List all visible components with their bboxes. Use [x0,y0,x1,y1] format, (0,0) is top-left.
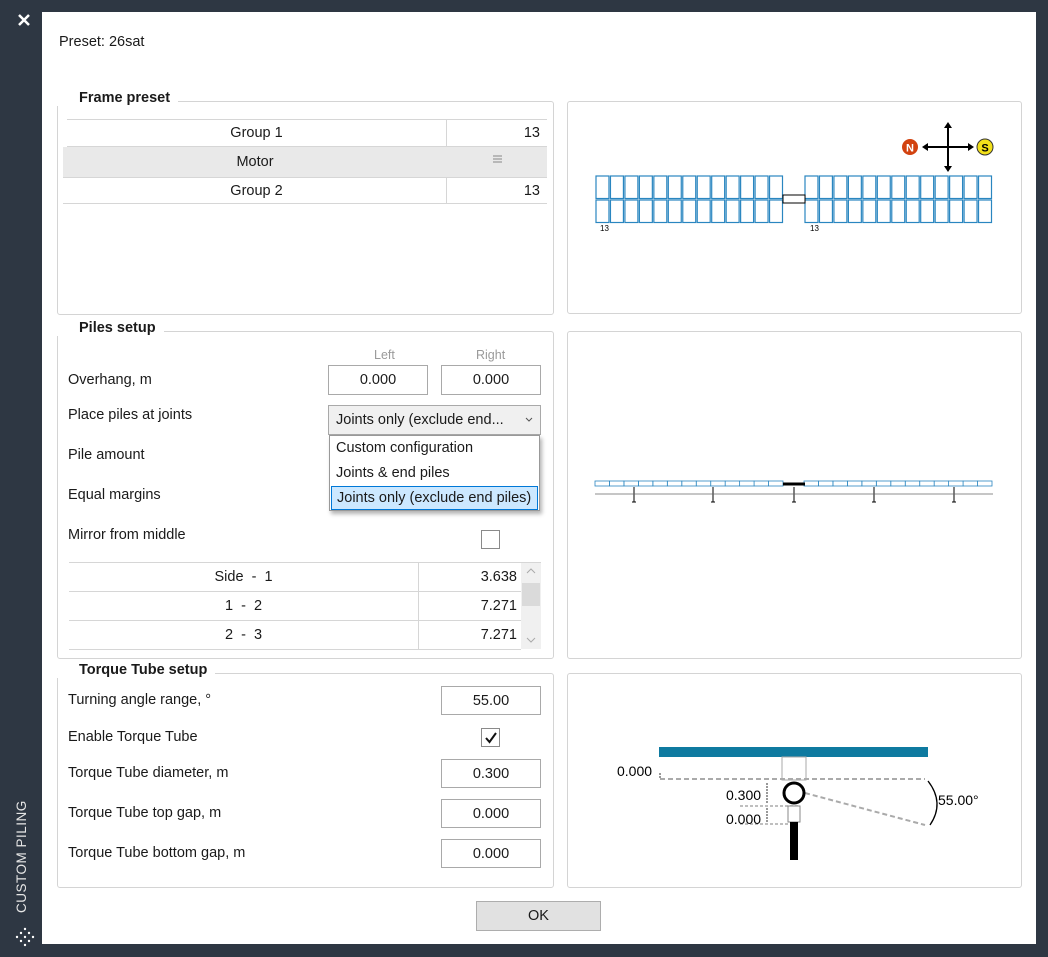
field-label: Torque Tube top gap, m [68,805,222,821]
overhang-left-input[interactable]: 0.000 [328,365,428,395]
scroll-thumb[interactable] [522,583,540,606]
field-label: Torque Tube diameter, m [68,765,229,781]
row-name: Group 2 [67,178,447,203]
table-border [69,562,541,563]
piles-diagram-panel [567,331,1022,659]
top-gap-input[interactable]: 0.000 [441,799,541,828]
scroll-down[interactable] [526,637,536,643]
frame-row[interactable]: Group 1 13 [67,120,547,147]
bottom-gap-input[interactable]: 0.000 [441,839,541,868]
dropdown-option[interactable]: Custom configuration [336,440,474,456]
frame-row[interactable]: Motor [63,147,547,178]
span-name: Side - 1 [69,563,419,591]
torque-diagram-panel [567,673,1022,888]
field-label: Torque Tube bottom gap, m [68,845,246,861]
spacing-row[interactable]: 1 - 2 7.271 [69,592,521,621]
turning-angle-input[interactable]: 55.00 [441,686,541,715]
diameter-input[interactable]: 0.300 [441,759,541,788]
field-label: Overhang, m [68,372,152,388]
field-label: Equal margins [68,487,161,503]
span-length: 3.638 [480,569,517,585]
mirror-checkbox[interactable] [481,530,500,549]
field-label: Turning angle range, ° [68,692,212,708]
span-name: 2 - 3 [69,621,419,649]
span-length: 7.271 [480,627,517,643]
span-length: 7.271 [480,598,517,614]
grip-icon [15,927,35,947]
handle-icon [493,155,502,163]
chevron [525,417,533,422]
field-label: Place piles at joints [68,407,193,423]
dropdown-option[interactable]: Joints & end piles [336,465,450,481]
enable-checkbox[interactable] [481,728,500,747]
field-label: Mirror from middle [68,527,186,543]
sidebar-title: CUSTOM PILING [14,800,29,913]
column-header: Left [374,348,395,362]
preset-label: Preset: 26sat [59,34,145,50]
close-button[interactable] [14,10,34,30]
spacing-row[interactable]: Side - 1 3.638 [69,563,521,592]
row-count: 13 [523,125,540,141]
frame-row[interactable]: Group 2 13 [63,178,547,204]
dropdown-list: Custom configuration Joints & end piles … [329,435,540,511]
row-name: Motor [236,154,274,170]
dropdown-value: Joints only (exclude end... [336,412,504,428]
dropdown-option-selected[interactable]: Joints only (exclude end piles) [331,486,538,510]
spacing-row[interactable]: 2 - 3 7.271 [69,621,521,650]
table-border [67,119,547,120]
field-label: Pile amount [68,447,145,463]
span-name: 1 - 2 [69,592,419,620]
row-name: Group 1 [67,120,447,146]
scroll-up[interactable] [526,568,536,574]
scrollbar[interactable] [521,563,541,649]
panel-title: Frame preset [57,90,179,106]
overhang-right-input[interactable]: 0.000 [441,365,541,395]
row-count: 13 [523,182,540,199]
frame-diagram-panel [567,101,1022,314]
panel-title: Piles setup [57,320,164,336]
frame-preset-panel [57,101,554,315]
field-label: Enable Torque Tube [68,729,198,745]
check-mark [485,732,497,744]
column-header: Right [476,348,506,362]
pile-placement-dropdown[interactable]: Joints only (exclude end... [328,405,541,435]
panel-title: Torque Tube setup [57,662,216,678]
ok-button[interactable]: OK [476,901,601,931]
